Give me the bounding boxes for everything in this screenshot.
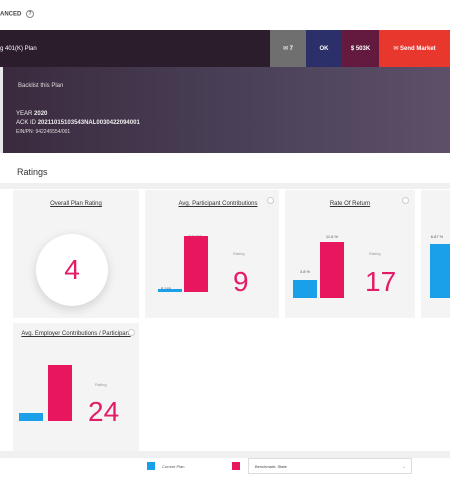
benchmark-value-label: 6.87 % — [430, 234, 444, 239]
employer-contributions-card: Avg. Employer Contributions / Participan… — [13, 323, 139, 451]
partial-rating-card: 6.87 % — [421, 190, 450, 318]
benchmark-select[interactable]: Benchmark: State ⌄ — [248, 458, 412, 474]
rating-label: Rating — [369, 251, 381, 256]
ratings-panel: Ratings Overall Plan Rating 4 Avg. Parti… — [0, 153, 450, 489]
info-icon[interactable] — [128, 329, 135, 336]
ok-button[interactable]: OK — [306, 30, 342, 67]
client-bar — [293, 279, 317, 298]
client-bar — [430, 244, 450, 298]
ack-id: ACK ID 20211015103543NAL0030422094001 — [16, 120, 140, 126]
ack-value: 20211015103543NAL0030422094001 — [37, 120, 140, 126]
card-title[interactable]: Avg. Employer Contributions / Participan… — [21, 331, 131, 337]
plan-bar: g 401(K) Plan ✉ 7 OK $ 503K ✉ Send Marke… — [0, 30, 450, 67]
page-header: ANCED ? — [0, 0, 450, 30]
rating-label: Rating — [95, 382, 107, 387]
client-bar — [19, 413, 43, 421]
rate-of-return-card: Rate Of Return 3.8 % 11.6 % Rating 17 — [285, 190, 415, 318]
card-title[interactable]: Rate Of Return — [329, 201, 371, 207]
benchmark-value-label: 11.6 % — [325, 234, 339, 239]
benchmark-bar — [184, 236, 208, 292]
ratings-title: Ratings — [17, 167, 48, 177]
rating-label: Rating — [233, 251, 245, 256]
info-icon[interactable] — [402, 197, 409, 204]
card-title[interactable]: Avg. Participant Contributions — [178, 201, 258, 207]
year-value: 2020 — [34, 111, 48, 117]
year-label: YEAR — [16, 111, 33, 117]
send-market-button[interactable]: ✉ Send Market — [379, 30, 450, 67]
rating-value: 24 — [88, 396, 120, 427]
chevron-down-icon: ⌄ — [401, 464, 406, 470]
plan-hero: Backlist this Plan YEAR 2020 ACK ID 2021… — [0, 67, 450, 153]
card-title[interactable]: Overall Plan Rating — [50, 201, 102, 207]
divider — [0, 183, 450, 189]
participant-contributions-card: Avg. Participant Contributions $ 185 $ 3… — [145, 190, 279, 318]
chart-legend: Current Plan Benchmark: State ⌄ — [0, 458, 450, 478]
client-bar — [158, 289, 182, 292]
overall-rating-value: 4 — [36, 234, 108, 306]
benchmark-bar — [48, 365, 72, 421]
benchmark-bar — [320, 242, 344, 298]
legend-label-current: Current Plan — [162, 464, 185, 469]
overall-rating-card: Overall Plan Rating 4 — [13, 190, 139, 318]
divider — [0, 451, 450, 458]
backlist-link[interactable]: Backlist this Plan — [18, 83, 64, 89]
info-icon[interactable] — [267, 197, 274, 204]
client-value-label: 3.8 % — [299, 269, 311, 274]
help-icon[interactable]: ? — [26, 10, 35, 18]
legend-swatch-current — [147, 462, 155, 470]
client-value-label: $ 185 — [154, 286, 178, 291]
hero-edge — [0, 67, 3, 153]
plan-name: g 401(K) Plan — [0, 45, 37, 52]
messages-button[interactable]: ✉ 7 — [270, 30, 306, 67]
rating-value: 9 — [233, 266, 249, 297]
benchmark-select-value: Benchmark: State — [255, 464, 287, 469]
page-header-label: ANCED — [0, 11, 22, 18]
ack-label: ACK ID — [16, 120, 37, 126]
legend-swatch-benchmark — [232, 462, 240, 470]
rating-value: 17 — [365, 266, 397, 297]
ein-pn: EIN/PN: 942245554/001 — [16, 129, 71, 135]
plan-value-button[interactable]: $ 503K — [342, 30, 379, 67]
plan-year: YEAR 2020 — [16, 111, 47, 117]
